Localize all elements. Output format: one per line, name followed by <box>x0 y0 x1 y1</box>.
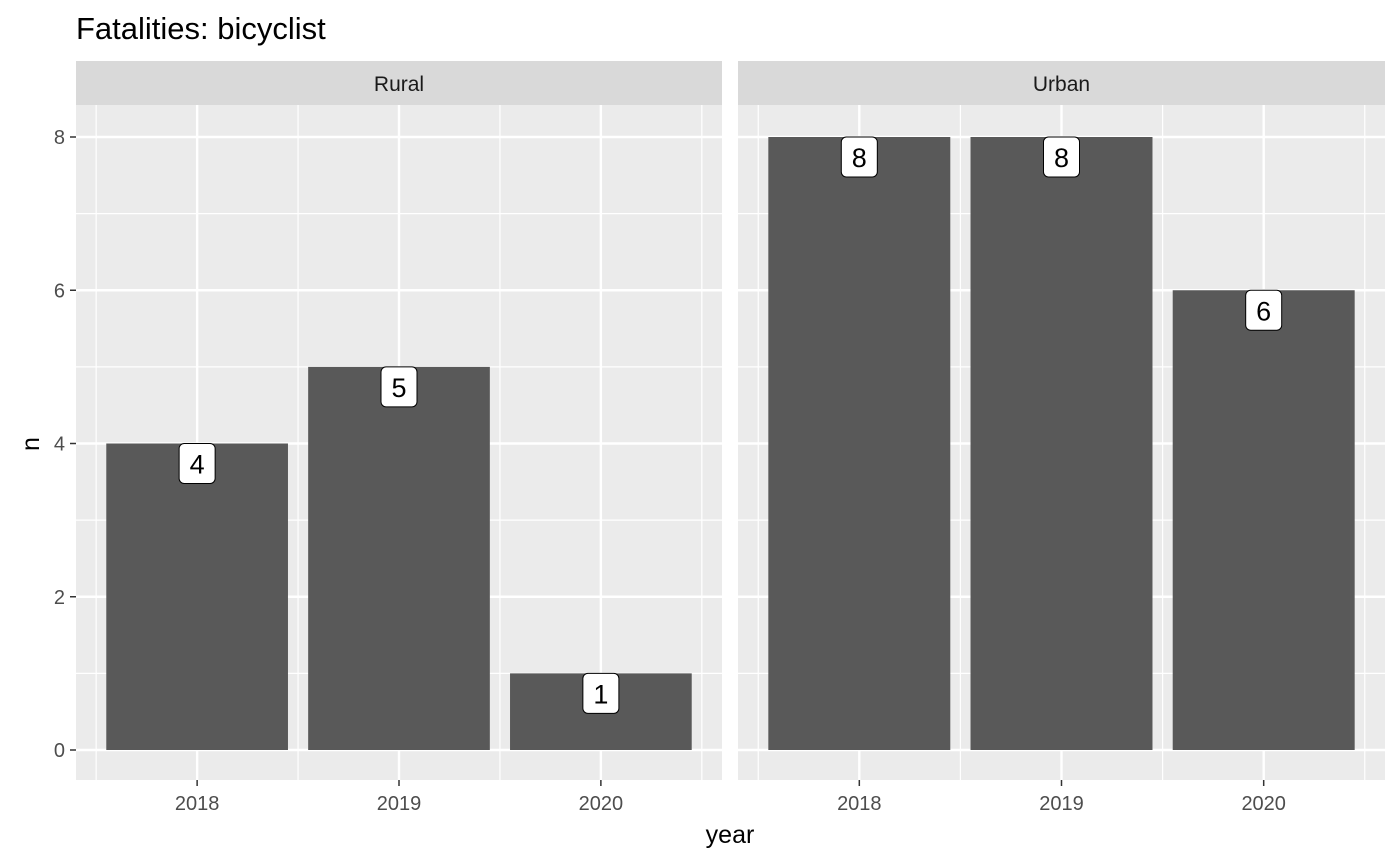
chart-title: Fatalities: bicyclist <box>76 11 326 46</box>
bar-value-label-text: 8 <box>1054 143 1069 173</box>
facet-panel-rural: Rural 4 5 1 2018 2019 2020 0 2 4 6 8 <box>54 61 722 815</box>
bar-value-label-text: 6 <box>1256 296 1271 326</box>
bar-value-label: 8 <box>1043 136 1080 178</box>
x-tick-label: 2020 <box>1241 793 1286 815</box>
y-tick-label: 6 <box>54 280 65 302</box>
bar-value-label: 4 <box>178 443 216 484</box>
bar-urban-2018 <box>768 137 951 750</box>
bar-value-label: 5 <box>380 366 418 408</box>
bar-value-label-text: 1 <box>593 679 608 709</box>
bar-urban-2019 <box>970 137 1153 750</box>
bar-value-label: 6 <box>1245 289 1283 331</box>
bar-value-label-box <box>1245 289 1283 331</box>
x-tick-label: 2019 <box>377 793 422 815</box>
bar-value-label-text: 4 <box>190 450 205 480</box>
x-axis-title: year <box>706 821 755 849</box>
bar-urban-2020 <box>1172 290 1355 750</box>
bar-value-label-box <box>178 443 216 484</box>
facet-strip-background <box>76 61 722 105</box>
bar-value-label-box <box>380 366 418 408</box>
facet-panel-urban: Urban 8 8 6 2018 2019 2020 <box>738 61 1385 815</box>
facet-strip-label: Urban <box>1033 73 1090 96</box>
facet-strip-label: Rural <box>374 73 424 96</box>
y-tick-label: 2 <box>54 587 65 609</box>
bar-rural-2018 <box>106 443 288 750</box>
x-tick-label: 2018 <box>175 793 220 815</box>
bar-value-label: 8 <box>840 136 878 178</box>
bar-value-label-box <box>840 136 878 178</box>
bar-rural-2019 <box>308 366 490 750</box>
bar-value-label-box <box>1043 136 1080 178</box>
x-tick-label: 2018 <box>837 793 882 815</box>
x-tick-label: 2020 <box>579 793 624 815</box>
x-tick-label: 2019 <box>1039 793 1084 815</box>
y-tick-label: 4 <box>54 434 65 456</box>
y-tick-label: 8 <box>54 127 65 149</box>
panels-layer: Rural 4 5 1 2018 2019 2020 0 2 4 6 8 Urban 8 8 6 2018 201… <box>54 61 1385 815</box>
bar-value-label: 1 <box>582 672 620 714</box>
bar-value-label-text: 8 <box>852 143 867 173</box>
y-axis-title: n <box>17 437 45 451</box>
facet-strip-background <box>738 61 1385 105</box>
bar-value-label-box <box>582 672 620 714</box>
y-tick-label: 0 <box>54 740 65 762</box>
bar-value-label-text: 5 <box>391 373 406 403</box>
